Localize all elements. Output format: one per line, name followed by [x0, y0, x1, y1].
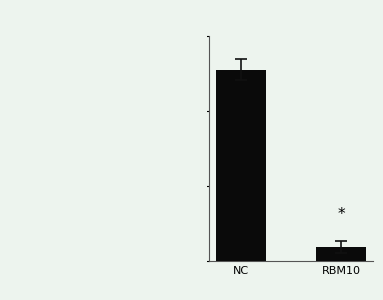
- Y-axis label: Colony number: Colony number: [164, 106, 174, 191]
- Bar: [316, 247, 366, 261]
- Bar: [216, 70, 266, 261]
- Text: *: *: [337, 207, 345, 222]
